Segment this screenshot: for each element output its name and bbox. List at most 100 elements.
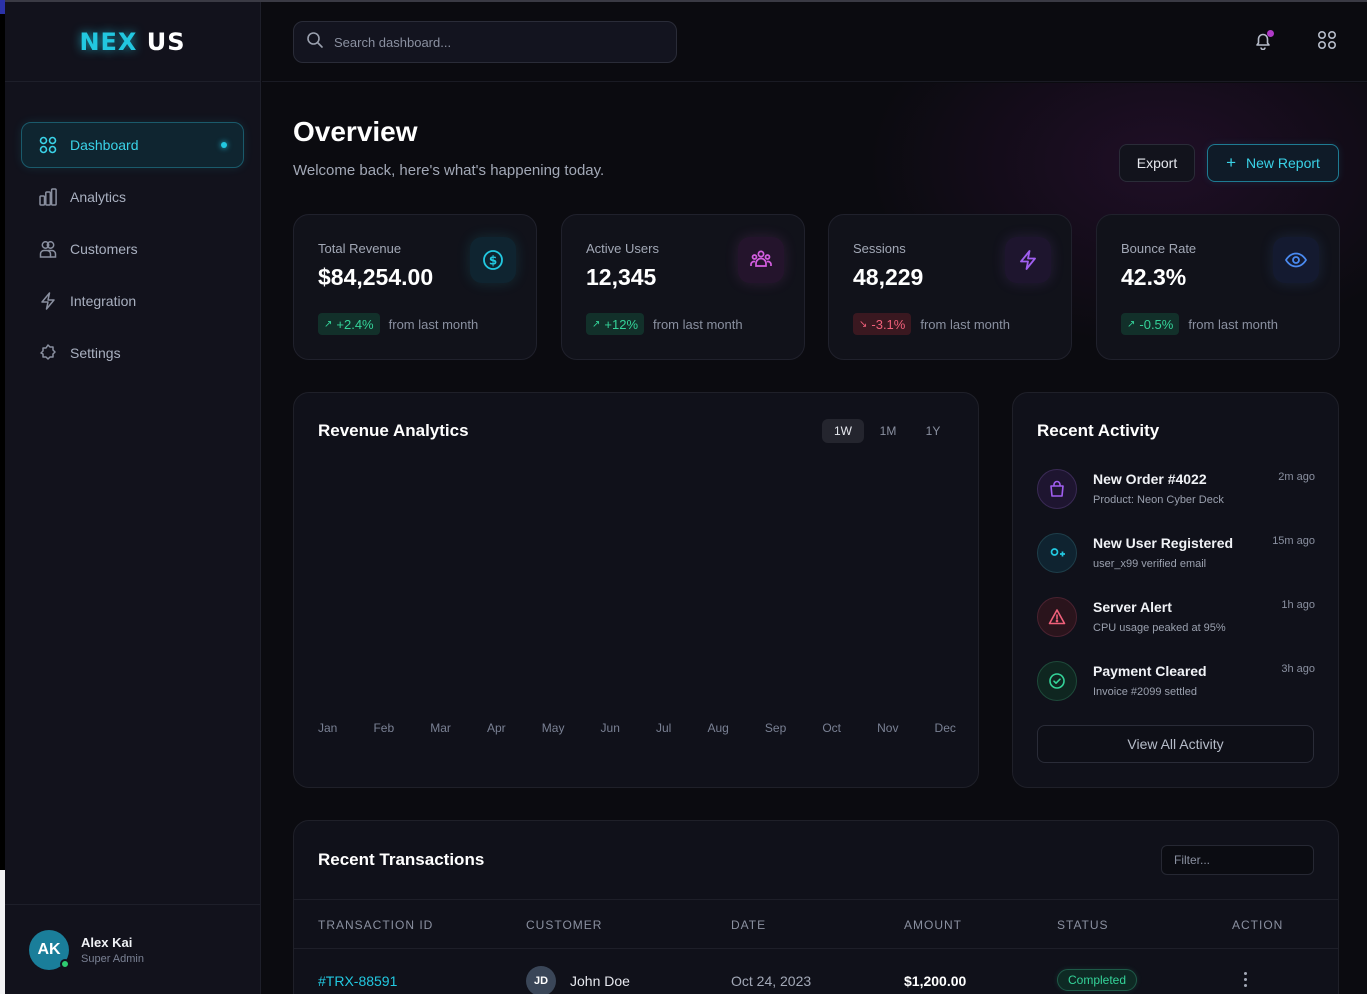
column-header-amount[interactable]: AMOUNT bbox=[904, 918, 962, 932]
activity-time: 1h ago bbox=[1281, 599, 1315, 611]
status-badge: Completed bbox=[1057, 969, 1138, 991]
sidebar-item-label: Analytics bbox=[70, 189, 127, 205]
stat-value: 42.3% bbox=[1121, 264, 1187, 290]
search-input[interactable] bbox=[334, 34, 654, 50]
trend-down-icon: ↘ bbox=[859, 318, 868, 330]
export-button[interactable]: Export bbox=[1119, 144, 1195, 182]
x-label: Aug bbox=[707, 721, 729, 735]
x-label: Apr bbox=[487, 721, 506, 735]
user-info: Alex Kai Super Admin bbox=[81, 935, 144, 965]
grid-icon bbox=[38, 135, 58, 155]
view-all-activity-button[interactable]: View All Activity bbox=[1037, 725, 1314, 763]
activity-title: Server Alert bbox=[1093, 599, 1172, 615]
logo-area: NEX US bbox=[5, 2, 260, 82]
column-header-customer[interactable]: CUSTOMER bbox=[526, 918, 603, 932]
column-header-status[interactable]: STATUS bbox=[1057, 918, 1109, 932]
x-label: Sep bbox=[764, 721, 787, 735]
stat-card-active-users[interactable]: Active Users 12,345 ↗ +12% from last mont… bbox=[561, 214, 805, 360]
recent-transactions-panel: Recent Transactions TRANSACTION ID CUSTO… bbox=[293, 820, 1339, 994]
panel-title: Recent Transactions bbox=[318, 850, 485, 869]
activity-item[interactable]: Payment Cleared Invoice #2099 settled 3h… bbox=[1037, 661, 1315, 711]
sidebar-item-customers[interactable]: Customers bbox=[21, 226, 244, 272]
activity-title: New User Registered bbox=[1093, 535, 1234, 551]
panel-title: Revenue Analytics bbox=[318, 421, 469, 440]
activity-item[interactable]: New Order #4022 Product: Neon Cyber Deck… bbox=[1037, 469, 1315, 519]
user-plus-icon bbox=[1037, 533, 1077, 573]
edge-accent bbox=[0, 0, 5, 14]
change-note: from last month bbox=[1188, 316, 1278, 332]
user-name: Alex Kai bbox=[81, 934, 133, 950]
tab-range-1y[interactable]: 1Y bbox=[925, 424, 941, 438]
stat-card-sessions[interactable]: Sessions 48,229 ↘ -3.1% from last month bbox=[828, 214, 1072, 360]
tab-range-1w[interactable]: 1W bbox=[822, 419, 864, 443]
column-header-transaction-id[interactable]: TRANSACTION ID bbox=[318, 918, 434, 932]
gear-icon bbox=[38, 343, 58, 363]
new-report-label: New Report bbox=[1246, 155, 1320, 171]
x-label: Jul bbox=[656, 721, 672, 735]
search-icon bbox=[306, 31, 324, 54]
lightning-icon bbox=[38, 291, 58, 311]
activity-time: 15m ago bbox=[1272, 535, 1315, 547]
activity-item[interactable]: New User Registered user_x99 verified em… bbox=[1037, 533, 1315, 583]
avatar-initials: AK bbox=[37, 940, 61, 958]
stat-footer: ↘ -3.1% from last month bbox=[853, 313, 1010, 335]
column-header-date[interactable]: DATE bbox=[731, 918, 767, 932]
user-role: Super Admin bbox=[81, 952, 144, 965]
view-all-label: View All Activity bbox=[1127, 736, 1224, 752]
top-header bbox=[262, 2, 1367, 82]
stat-label: Active Users bbox=[586, 241, 659, 256]
sidebar-item-integration[interactable]: Integration bbox=[21, 278, 244, 324]
transaction-amount: $1,200.00 bbox=[904, 973, 967, 989]
customer-avatar: JD bbox=[526, 966, 556, 994]
apps-menu-button[interactable] bbox=[1315, 30, 1339, 54]
logo-part-nex: NEX bbox=[79, 27, 138, 56]
x-label: Mar bbox=[430, 721, 451, 735]
filter-input[interactable] bbox=[1161, 845, 1314, 875]
transaction-id-link[interactable]: #TRX-88591 bbox=[318, 973, 398, 989]
activity-time: 3h ago bbox=[1281, 663, 1315, 675]
users-icon bbox=[738, 237, 784, 283]
sidebar-item-settings[interactable]: Settings bbox=[21, 330, 244, 376]
customer-name: John Doe bbox=[570, 973, 630, 989]
trend-up-icon: ↗ bbox=[592, 318, 601, 330]
export-button-label: Export bbox=[1136, 155, 1178, 171]
sidebar-item-dashboard[interactable]: Dashboard bbox=[21, 122, 244, 168]
sidebar: NEX US Dashboard Analytics Customers bbox=[5, 2, 261, 994]
activity-title: New Order #4022 bbox=[1093, 471, 1207, 487]
eye-icon bbox=[1273, 237, 1319, 283]
alert-triangle-icon bbox=[1037, 597, 1077, 637]
activity-subtitle: user_x99 verified email bbox=[1093, 558, 1207, 570]
window-top-border bbox=[0, 0, 1367, 2]
svg-text:$: $ bbox=[489, 254, 497, 268]
new-report-button[interactable]: + New Report bbox=[1207, 144, 1339, 182]
sidebar-item-label: Customers bbox=[70, 241, 138, 257]
change-value: -0.5% bbox=[1139, 316, 1174, 332]
bar-chart-icon bbox=[38, 187, 58, 207]
activity-time: 2m ago bbox=[1278, 471, 1315, 483]
activity-subtitle: Product: Neon Cyber Deck bbox=[1093, 494, 1224, 506]
bell-icon bbox=[1253, 30, 1273, 55]
stat-value: 48,229 bbox=[853, 264, 924, 290]
user-profile[interactable]: AK Alex Kai Super Admin bbox=[5, 904, 261, 994]
activity-subtitle: Invoice #2099 settled bbox=[1093, 686, 1197, 698]
more-actions-icon[interactable] bbox=[1237, 967, 1253, 991]
stat-card-bounce-rate[interactable]: Bounce Rate 42.3% ↗ -0.5% from last month bbox=[1096, 214, 1340, 360]
logo-part-us: US bbox=[146, 27, 186, 56]
x-label: May bbox=[541, 721, 565, 735]
revenue-chart[interactable]: Jan Feb Mar Apr May Jun Jul Aug Sep Oct … bbox=[318, 463, 956, 735]
change-note: from last month bbox=[388, 316, 479, 332]
notifications-button[interactable] bbox=[1251, 30, 1275, 54]
x-label: Feb bbox=[373, 721, 395, 735]
search-box[interactable] bbox=[293, 21, 677, 63]
stat-footer: ↗ -0.5% from last month bbox=[1121, 313, 1278, 335]
change-value: +2.4% bbox=[336, 316, 374, 332]
change-note: from last month bbox=[653, 316, 743, 332]
activity-item[interactable]: Server Alert CPU usage peaked at 95% 1h … bbox=[1037, 597, 1315, 647]
tab-range-1m[interactable]: 1M bbox=[879, 424, 897, 438]
stat-card-total-revenue[interactable]: Total Revenue $84,254.00 ↗ +2.4% from las… bbox=[293, 214, 537, 360]
shopping-bag-icon bbox=[1037, 469, 1077, 509]
logo[interactable]: NEX US bbox=[79, 28, 185, 56]
stat-label: Sessions bbox=[853, 241, 906, 256]
trend-up-icon: ↗ bbox=[324, 318, 333, 330]
sidebar-item-analytics[interactable]: Analytics bbox=[21, 174, 244, 220]
